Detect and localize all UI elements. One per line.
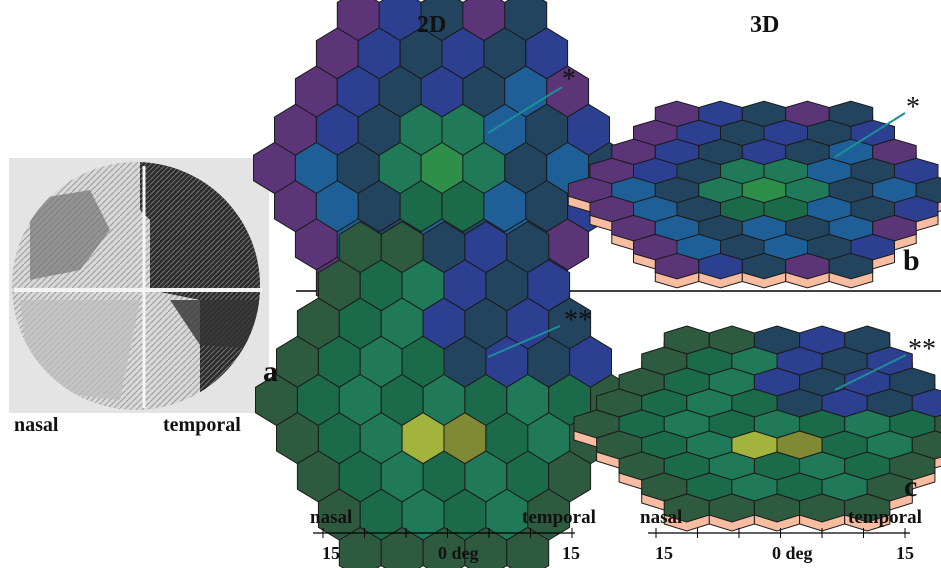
axis-right-min: 15: [655, 543, 673, 563]
hex-mosaics: [253, 0, 941, 568]
scale-bar-right: [648, 528, 910, 538]
pointer-line-3d-top: [834, 112, 906, 158]
axis-left-max: 15: [562, 543, 580, 563]
pointer-line-2d-bottom: [487, 325, 561, 358]
header-2d: 2D: [417, 12, 447, 38]
axis-right-temporal: temporal: [848, 507, 922, 528]
axis-left-center: 0 deg: [438, 543, 479, 563]
axis-right-nasal: nasal: [640, 507, 683, 528]
axis-left-nasal: nasal: [310, 507, 353, 528]
mosaic-3d-bottom-cell: [844, 493, 891, 523]
axis-left-temporal: temporal: [522, 507, 596, 528]
panel-label-c: c: [904, 470, 918, 503]
marker-3d-top: *: [906, 92, 920, 123]
panel-label-a: a: [263, 355, 278, 388]
marker-3d-bottom: **: [908, 334, 936, 365]
axis-left-min: 15: [322, 543, 340, 563]
field-label-nasal: nasal: [14, 414, 59, 436]
panel-label-b: b: [903, 244, 920, 277]
mosaic-3d-bottom: [573, 325, 941, 532]
marker-2d-bottom: **: [564, 305, 592, 336]
header-3d: 3D: [750, 12, 780, 38]
scale-bar-left: [313, 528, 575, 538]
field-label-temporal: temporal: [163, 414, 241, 436]
pointer-line-2d-top: [487, 86, 563, 134]
mosaic-3d-top: [567, 100, 941, 289]
mosaic-2d-bottom-cell: [506, 526, 550, 568]
mosaic-3d-bottom-cell: [934, 414, 941, 434]
marker-2d-top: *: [562, 64, 576, 95]
pointer-line-3d-bottom: [834, 354, 907, 391]
axis-right-max: 15: [896, 543, 914, 563]
mosaic-3d-top-cell: [828, 252, 874, 280]
field-plot-panel: [9, 158, 269, 413]
axis-right-center: 0 deg: [772, 543, 813, 563]
